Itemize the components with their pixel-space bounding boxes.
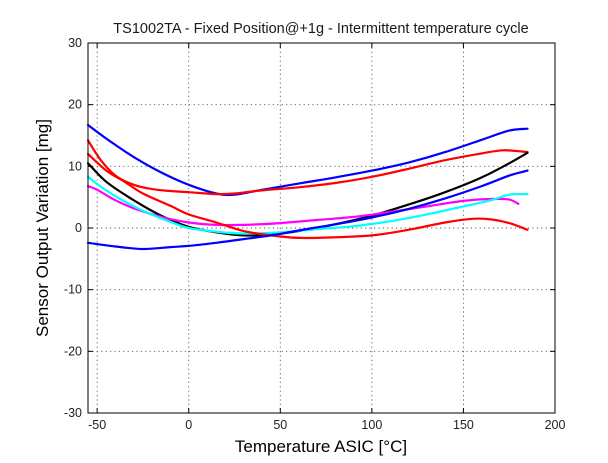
y-tick-label: -30	[64, 406, 82, 420]
x-tick-label: 100	[361, 418, 382, 432]
y-axis-label: Sensor Output Variation [mg]	[33, 119, 52, 337]
series-line-6	[86, 152, 529, 240]
series-layer	[86, 123, 529, 251]
series-line-2	[86, 139, 529, 196]
series-line-5	[86, 175, 529, 235]
x-tick-label: 0	[185, 418, 192, 432]
series-line-7	[86, 169, 529, 251]
x-tick-label: 50	[273, 418, 287, 432]
y-tick-label: 20	[68, 98, 82, 112]
y-tick-label: -10	[64, 283, 82, 297]
chart-title: TS1002TA - Fixed Position@+1g - Intermit…	[113, 21, 528, 37]
series-line-4	[86, 185, 520, 227]
x-axis-label: Temperature ASIC [°C]	[235, 437, 407, 456]
x-tick-label: 200	[545, 418, 566, 432]
y-tick-label: 30	[68, 36, 82, 50]
y-tick-label: 10	[68, 159, 82, 173]
x-tick-label: 150	[453, 418, 474, 432]
y-tick-label: -20	[64, 344, 82, 358]
y-tick-label: 0	[75, 221, 82, 235]
series-line-1	[86, 123, 529, 197]
x-tick-label: -50	[88, 418, 106, 432]
tick-labels: -50 0 50 100 150 200 -30 -20 -10 0 10 20 30	[64, 36, 566, 432]
